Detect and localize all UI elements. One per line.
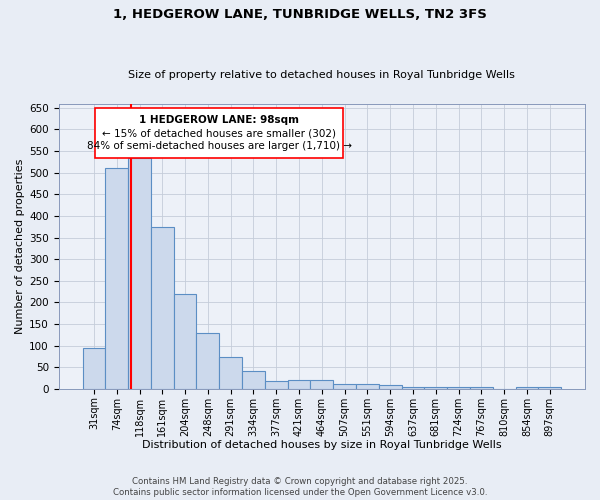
Bar: [333, 384, 356, 389]
Bar: [538, 386, 561, 389]
Bar: [287, 380, 310, 389]
Bar: [128, 158, 151, 389]
Bar: [265, 382, 287, 389]
Text: ← 15% of detached houses are smaller (302): ← 15% of detached houses are smaller (30…: [102, 128, 336, 138]
Bar: [447, 386, 470, 389]
Bar: [242, 370, 265, 389]
Text: Contains HM Land Registry data © Crown copyright and database right 2025.: Contains HM Land Registry data © Crown c…: [132, 476, 468, 486]
Bar: [424, 386, 447, 389]
Bar: [515, 386, 538, 389]
X-axis label: Distribution of detached houses by size in Royal Tunbridge Wells: Distribution of detached houses by size …: [142, 440, 502, 450]
Y-axis label: Number of detached properties: Number of detached properties: [15, 158, 25, 334]
Text: Contains public sector information licensed under the Open Government Licence v3: Contains public sector information licen…: [113, 488, 487, 497]
FancyBboxPatch shape: [95, 108, 343, 158]
Bar: [310, 380, 333, 389]
Bar: [83, 348, 106, 389]
Bar: [470, 387, 493, 389]
Bar: [356, 384, 379, 389]
Bar: [151, 226, 174, 389]
Bar: [379, 386, 401, 389]
Bar: [174, 294, 196, 389]
Text: 1 HEDGEROW LANE: 98sqm: 1 HEDGEROW LANE: 98sqm: [139, 116, 299, 126]
Bar: [196, 334, 219, 389]
Title: Size of property relative to detached houses in Royal Tunbridge Wells: Size of property relative to detached ho…: [128, 70, 515, 81]
Bar: [401, 386, 424, 389]
Bar: [219, 358, 242, 389]
Bar: [106, 168, 128, 389]
Text: 1, HEDGEROW LANE, TUNBRIDGE WELLS, TN2 3FS: 1, HEDGEROW LANE, TUNBRIDGE WELLS, TN2 3…: [113, 8, 487, 20]
Text: 84% of semi-detached houses are larger (1,710) →: 84% of semi-detached houses are larger (…: [86, 141, 352, 151]
